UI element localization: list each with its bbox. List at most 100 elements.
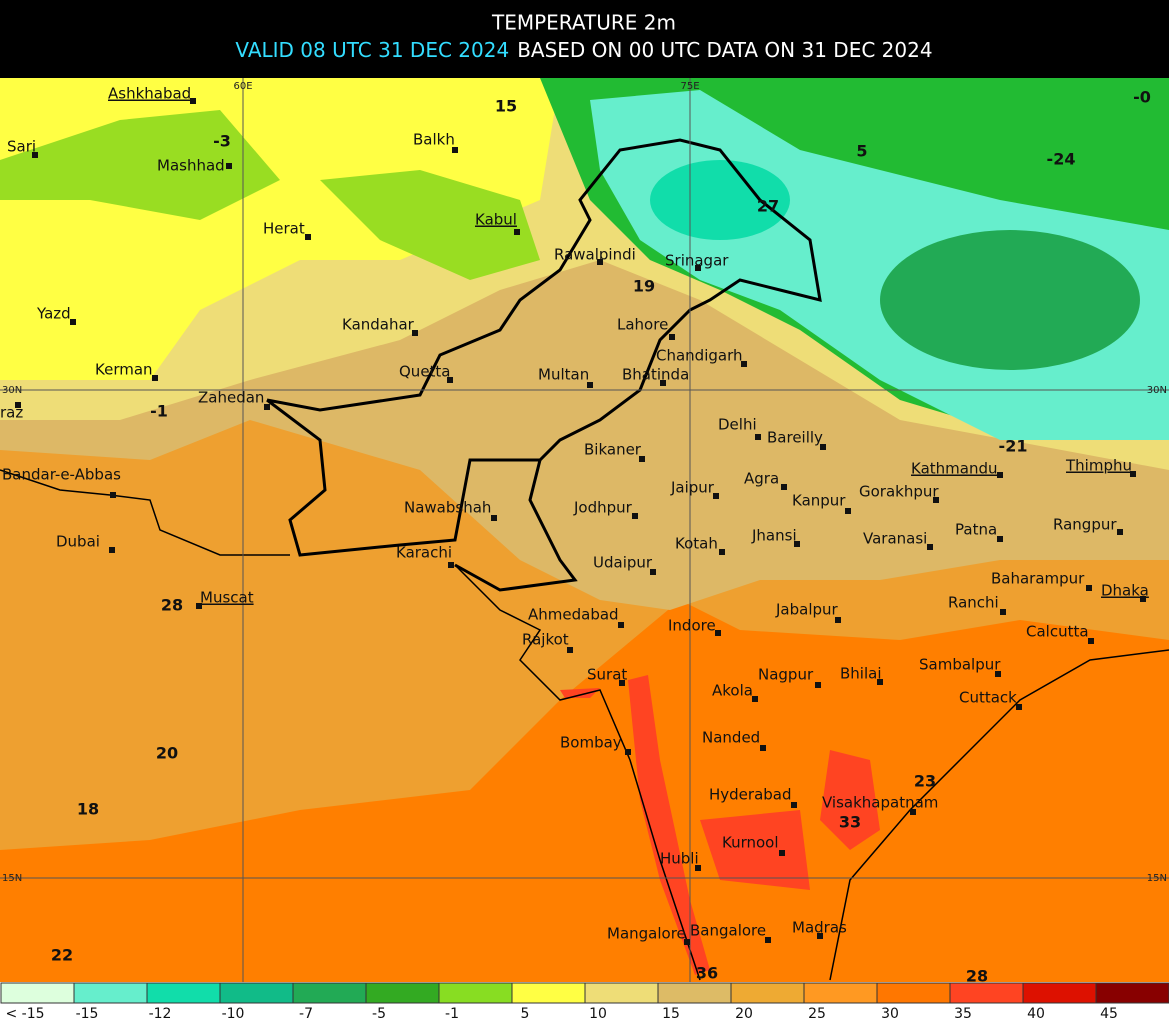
city-dot [597, 259, 603, 265]
city-label: Sambalpur [919, 656, 1001, 674]
city-dot [448, 562, 454, 568]
city-label: Hyderabad [709, 786, 792, 804]
city-label: Akola [712, 682, 753, 700]
grid-label: 30N [1147, 385, 1167, 396]
city-dot [567, 647, 573, 653]
legend-swatch [730, 982, 805, 1004]
city-label: Sari [7, 138, 36, 156]
city-label: Chandigarh [656, 347, 743, 365]
city-dot [794, 541, 800, 547]
legend-label: < -15 [5, 1006, 44, 1022]
city-label: Indore [668, 617, 716, 635]
city-dot [933, 497, 939, 503]
city-dot [997, 536, 1003, 542]
temperature-value: 23 [914, 772, 936, 791]
city-label: Visakhapatnam [822, 794, 938, 812]
legend-swatch [73, 982, 148, 1004]
city-dot [1016, 704, 1022, 710]
city-dot [741, 361, 747, 367]
city-dot [452, 147, 458, 153]
city-dot [845, 508, 851, 514]
city-dot [669, 334, 675, 340]
city-label: Kanpur [792, 492, 846, 510]
temperature-value: 19 [633, 277, 655, 296]
city-dot [639, 456, 645, 462]
city-label: Ranchi [948, 594, 999, 612]
city-label: Nanded [702, 729, 760, 747]
city-label: Bhatinda [622, 366, 689, 384]
city-label: Surat [587, 666, 627, 684]
temperature-value: -21 [999, 437, 1028, 456]
temperature-value: -3 [213, 132, 231, 151]
city-label: Herat [263, 220, 305, 238]
city-label: Thimphu [1065, 457, 1132, 475]
city-label: Bareilly [767, 429, 823, 447]
city-label: Quetta [399, 363, 451, 381]
legend-swatch [292, 982, 367, 1004]
city-dot [995, 671, 1001, 677]
temperature-value: 18 [77, 800, 99, 819]
city-dot [412, 330, 418, 336]
legend-swatch [365, 982, 440, 1004]
city-label: Rawalpindi [554, 246, 636, 264]
city-dot [109, 547, 115, 553]
city-label: Nagpur [758, 666, 814, 684]
legend-label: -12 [149, 1006, 172, 1022]
valid-time: VALID 08 UTC 31 DEC 2024 [235, 38, 509, 62]
header-bar [0, 0, 1169, 78]
city-dot [15, 402, 21, 408]
legend-label: -7 [299, 1006, 313, 1022]
city-dot [1130, 471, 1136, 477]
city-label: Multan [538, 366, 589, 384]
city-label: Yazd [36, 305, 71, 323]
city-label: Ashkhabad [108, 85, 191, 103]
legend-swatch [949, 982, 1024, 1004]
city-label: Kandahar [342, 316, 415, 334]
city-dot [755, 434, 761, 440]
temperature-value: 33 [839, 813, 861, 832]
city-dot [650, 569, 656, 575]
city-dot [752, 696, 758, 702]
temperature-value: 27 [757, 197, 779, 216]
city-dot [997, 472, 1003, 478]
city-label: Jhansi [751, 527, 797, 545]
legend-label: 15 [662, 1006, 680, 1022]
city-dot [1140, 596, 1146, 602]
city-dot [1117, 529, 1123, 535]
legend-swatch [876, 982, 951, 1004]
map-fields [0, 78, 1169, 982]
city-label: Dubai [56, 533, 100, 551]
temperature-value: 20 [156, 744, 178, 763]
city-label: Lahore [617, 316, 668, 334]
city-label: Jodhpur [573, 499, 633, 517]
temperature-value: 36 [696, 964, 718, 983]
city-dot [514, 229, 520, 235]
legend-swatch [1095, 982, 1169, 1004]
city-dot [587, 382, 593, 388]
legend-label: 30 [881, 1006, 899, 1022]
city-dot [719, 549, 725, 555]
city-label: Zahedan [198, 389, 264, 407]
city-label: Nawabshah [404, 499, 491, 517]
legend-label: 10 [589, 1006, 607, 1022]
legend-label: -10 [222, 1006, 245, 1022]
legend-label: -5 [372, 1006, 386, 1022]
city-label: Hubli [660, 850, 699, 868]
city-dot [835, 617, 841, 623]
city-dot [625, 749, 631, 755]
city-label: Gorakhpur [859, 483, 939, 501]
temperature-value: -24 [1047, 150, 1076, 169]
city-dot [152, 375, 158, 381]
legend-swatch [511, 982, 586, 1004]
city-label: Dhaka [1101, 582, 1149, 600]
city-dot [190, 98, 196, 104]
city-dot [619, 680, 625, 686]
city-label: Jabalpur [775, 601, 839, 619]
city-label: Bikaner [584, 441, 642, 459]
city-label: Rajkot [522, 631, 569, 649]
city-label: Jaipur [670, 479, 715, 497]
city-dot [713, 493, 719, 499]
legend-swatch [219, 982, 294, 1004]
city-label: Mangalore [607, 925, 686, 943]
